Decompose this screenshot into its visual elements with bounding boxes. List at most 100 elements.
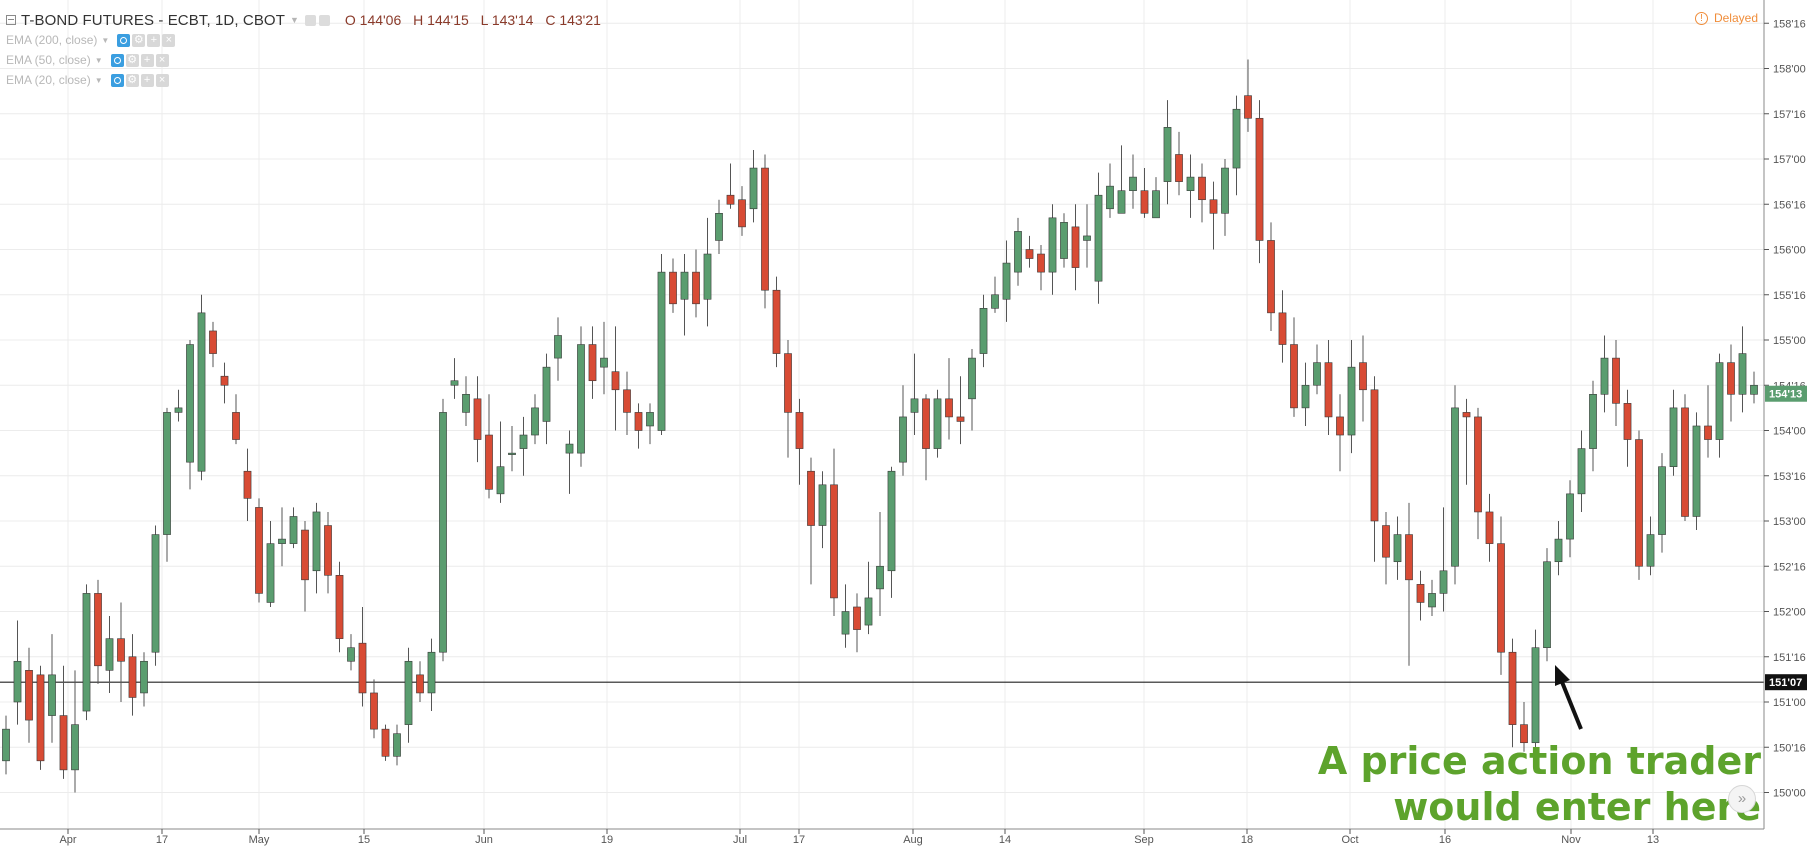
candle (1439, 507, 1448, 612)
candle (657, 254, 666, 436)
candle (1623, 389, 1632, 467)
indicator-ema-50[interactable]: EMA (50, close) ▼ ⚙ + × (6, 52, 171, 68)
candle-body-down (1520, 724, 1528, 744)
candle-body-up (1152, 190, 1160, 219)
gear-icon[interactable]: ⚙ (125, 53, 139, 67)
chevron-down-icon[interactable]: ▼ (101, 35, 110, 45)
candle-body-up (82, 593, 91, 712)
plus-icon[interactable]: + (147, 33, 161, 47)
symbol-title[interactable]: T-BOND FUTURES - ECBT, 1D, CBOT (21, 11, 285, 29)
gear-icon[interactable]: ⚙ (125, 73, 139, 87)
candle-body-up (1451, 407, 1459, 567)
candle (738, 186, 746, 236)
collapse-icon[interactable] (6, 15, 16, 25)
candle-body-up (1428, 593, 1436, 608)
candle-body-down (1727, 362, 1735, 395)
candle-body-down (1462, 412, 1471, 418)
candle-body-down (243, 470, 252, 499)
candle-body-up (600, 357, 608, 368)
chevron-down-icon[interactable]: ▼ (94, 75, 103, 85)
eye-icon[interactable] (117, 33, 131, 47)
candle-body-down (381, 728, 390, 757)
candle (163, 407, 171, 562)
candle (1324, 340, 1333, 436)
chevron-down-icon[interactable]: ▼ (289, 15, 299, 25)
last-price-badge-bg (1765, 385, 1807, 402)
horizontal-line-price-badge-bg (1765, 674, 1807, 691)
candle-body-down (956, 416, 965, 422)
price-axis-label: 157'00 (1773, 154, 1806, 166)
candle-body-up (1669, 407, 1678, 468)
candle-body-down (324, 525, 332, 576)
candle-body-down (1336, 416, 1344, 436)
chevron-down-icon[interactable]: ▼ (94, 55, 103, 65)
candle-body-down (255, 507, 263, 594)
candle (1336, 394, 1344, 472)
candle-body-down (1508, 651, 1517, 725)
scroll-to-realtime-button[interactable]: » (1728, 785, 1756, 813)
arrow-shaft (1558, 676, 1583, 730)
candle (1347, 340, 1356, 454)
last-price-badge-label: 154'13 (1769, 389, 1802, 401)
candle-body-up (48, 674, 56, 716)
candle (324, 511, 332, 594)
candle (289, 507, 298, 549)
candle (1313, 344, 1321, 395)
indicator-ema-20[interactable]: EMA (20, close) ▼ ⚙ + × (6, 72, 171, 88)
candle (1083, 204, 1091, 268)
candle (1485, 493, 1494, 562)
candle-body-up (2, 728, 10, 762)
settings-icon[interactable] (318, 14, 330, 26)
plus-icon[interactable]: + (140, 73, 154, 87)
candle (531, 394, 539, 445)
candle-body-down (784, 353, 792, 413)
candle-body-up (577, 344, 585, 454)
candle (1520, 702, 1528, 752)
candle (968, 349, 976, 431)
candle-body-up (1129, 176, 1137, 191)
time-axis-label: May (249, 834, 270, 846)
plus-icon[interactable]: + (140, 53, 154, 67)
time-axis-label: Sep (1134, 834, 1154, 846)
candle (588, 326, 597, 399)
gear-icon[interactable]: ⚙ (132, 33, 146, 47)
candle-body-down (1382, 525, 1390, 558)
candle (864, 561, 873, 635)
close-icon[interactable]: × (162, 33, 176, 47)
candle-body-up (1014, 231, 1022, 273)
chart-grid (0, 0, 1764, 829)
candle-body-down (1635, 439, 1643, 567)
candle (370, 679, 378, 739)
indicator-ema-200[interactable]: EMA (200, close) ▼ ⚙ + × (6, 32, 177, 48)
candle (1221, 159, 1229, 236)
eye-icon[interactable] (110, 53, 124, 67)
candle-body-up (462, 393, 470, 413)
candle (1359, 335, 1367, 422)
time-axis-label: 13 (1647, 834, 1659, 846)
candle-body-down (611, 371, 620, 391)
close-icon[interactable]: × (155, 53, 169, 67)
candle (462, 376, 470, 426)
candle-body-up (1313, 362, 1321, 386)
candle-body-up (864, 597, 873, 626)
candle-body-up (1566, 493, 1574, 540)
delayed-badge[interactable]: ! Delayed (1694, 11, 1758, 25)
candle-body-up (1060, 222, 1068, 259)
ohlc-open: O 144'06 (344, 12, 402, 28)
candle (1635, 430, 1643, 580)
candle (646, 403, 654, 445)
candle-body-down (1704, 425, 1712, 440)
eye-icon[interactable] (110, 73, 124, 87)
close-icon[interactable]: × (155, 73, 169, 87)
candle (749, 149, 758, 223)
candle-body-down (209, 330, 217, 354)
indicator-label: EMA (200, close) (6, 33, 98, 47)
candle (1014, 217, 1022, 286)
visibility-icon[interactable] (304, 14, 316, 26)
time-axis[interactable]: Apr 17 May 15 Jun 19 Jul 17 Aug 14 Sep 18 Oct 16 Nov 13 (59, 829, 1659, 846)
candle (358, 606, 367, 707)
candle (186, 340, 194, 490)
price-axis[interactable]: 158'16 158'00 157'16 157'00 156'16 156'00 155'… (1764, 18, 1807, 800)
candle-body-down (945, 398, 953, 418)
